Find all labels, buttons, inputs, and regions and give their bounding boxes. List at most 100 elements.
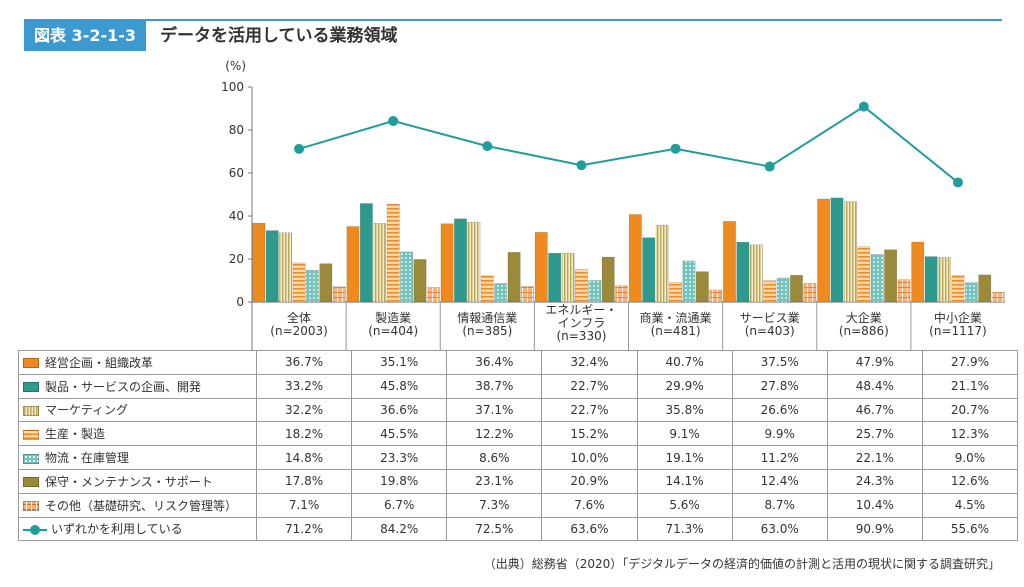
legend-swatch [23,405,39,416]
legend-label: 保守・メンテナンス・サポート [45,474,213,489]
bar [292,262,306,303]
y-tick-label: 60 [229,166,244,180]
table-cell: 71.2% [255,516,353,542]
table-cell: 12.3% [921,421,1019,447]
bar [265,230,279,303]
bar [830,197,844,303]
data-table: 経営企画・組織改革 36.7% 35.1% 36.4% 32.4% 40.7% 37.5% 4… [18,350,1019,542]
y-tick-label: 80 [229,123,244,137]
category-label: (n=330) [556,329,606,343]
table-row: 経営企画・組織改革 36.7% 35.1% 36.4% 32.4% 40.7% 37.5% 4… [18,350,1019,375]
bar [400,251,413,303]
category-label: (n=403) [745,324,795,338]
legend-label: いずれかを利用している [51,522,183,537]
table-cell: 9.1% [636,421,733,447]
table-cell: 4.5% [921,492,1019,518]
bar [373,223,387,303]
legend-label: 物流・在庫管理 [45,451,130,466]
line-point [576,160,587,171]
legend-swatch [23,429,39,440]
table-cell: 20.7% [921,397,1019,423]
table-row: マーケティング 32.2% 36.6% 37.1% 22.7% 35.8% 26.6% 46.… [18,397,1019,423]
legend-cell: 生産・製造 [18,421,257,447]
bar [359,203,373,303]
table-cell: 10.4% [826,492,923,518]
table-cell: 35.1% [351,350,448,375]
y-tick-label: 40 [229,209,244,223]
bar [534,232,548,303]
bar [306,269,319,303]
chart: (%) 0 20 40 60 80 100 全体(n=2003) 製造業(n=404) 情報通信… [221,59,1005,350]
bar [978,274,992,303]
legend-cell: いずれかを利用している [18,516,257,542]
table-cell: 45.5% [351,421,448,447]
bar [467,221,481,303]
bar [723,221,736,303]
category-label: エネルギー・ [545,303,617,317]
legend-swatch [23,477,39,488]
category-label: インフラ [558,316,606,330]
bar [803,283,817,303]
table-cell: 6.7% [351,492,448,518]
table-cell: 18.2% [255,421,353,447]
bar [615,285,629,303]
legend-swatch [23,501,39,512]
line-point [764,161,775,172]
line-point [294,143,305,154]
legend-label: 製品・サービスの企画、開発 [45,379,202,394]
bar [521,286,534,303]
line-series [298,105,959,184]
bar [346,226,360,303]
table-cell: 32.2% [255,397,353,423]
table-row: いずれかを利用している 71.2% 84.2% 72.5% 63.6% 71.3% 63.0… [18,516,1019,542]
table-row: 製品・サービスの企画、開発 33.2% 45.8% 38.7% 22.7% 29.9% 27… [18,373,1019,399]
bar [763,280,777,303]
bar [884,249,898,303]
bar [991,292,1005,303]
bar [749,244,763,303]
bar [857,246,871,303]
y-tick-label: 20 [229,252,244,266]
header-rule [24,19,1002,21]
table-cell: 48.4% [826,373,923,399]
bar [601,256,615,303]
bar [817,198,831,303]
table-cell: 36.7% [255,350,353,375]
table-cell: 19.8% [351,468,448,494]
bar [561,252,575,303]
table-cell: 29.9% [636,373,733,399]
table-cell: 7.1% [255,492,353,518]
line-point [952,177,963,188]
table-cell: 23.3% [351,445,448,470]
bar [588,280,602,303]
table-cell: 38.7% [446,373,543,399]
table-cell: 84.2% [351,516,448,542]
table-cell: 12.4% [731,468,828,494]
category-label: サービス業 [740,311,800,325]
bar [507,252,521,303]
bar [964,282,978,303]
legend-label: マーケティング [45,403,129,418]
table-cell: 9.0% [921,445,1019,470]
table-cell: 46.7% [826,397,923,423]
table-cell: 63.0% [731,516,828,542]
bar [386,203,400,303]
category-label: (n=481) [651,324,701,338]
category-label: 情報通信業 [457,311,517,325]
bar [897,279,911,303]
bar [413,259,427,303]
bar [575,269,588,303]
table-cell: 47.9% [826,350,923,375]
table-cell: 90.9% [826,516,923,542]
category-label: 大企業 [846,310,882,325]
bar [454,218,467,303]
table-cell: 22.7% [541,397,638,423]
table-row: 物流・在庫管理 14.8% 23.3% 8.6% 10.0% 19.1% 11.2% 22.1… [18,445,1019,470]
figure-label: 図表 3-2-1-3 [24,21,146,51]
table-cell: 11.2% [731,445,828,470]
bar [924,256,938,303]
bar [776,277,790,303]
y-unit-label: (%) [225,59,246,73]
line-point [388,115,399,126]
category-label: (n=1117) [929,324,987,338]
